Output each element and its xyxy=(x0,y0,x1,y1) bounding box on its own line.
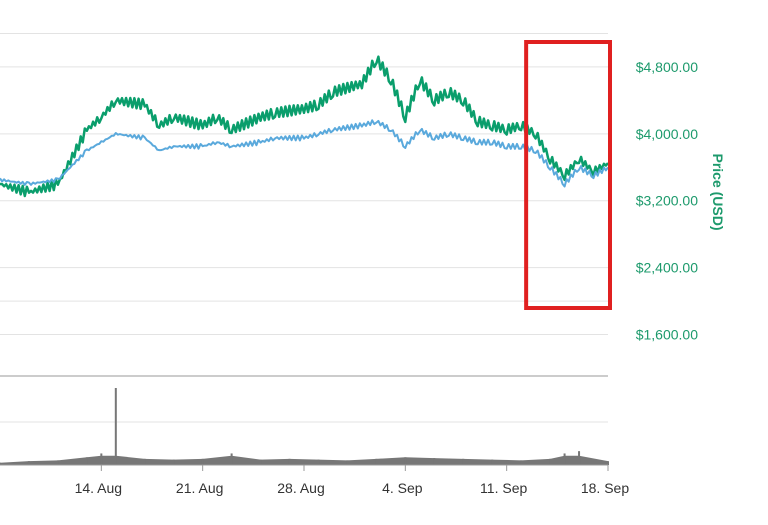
gridlines xyxy=(0,32,608,423)
x-tick-label: 14. Aug xyxy=(75,480,123,496)
volume-bar xyxy=(143,458,146,465)
series-line-1 xyxy=(0,55,609,198)
volume-bar xyxy=(346,460,349,465)
volume-bar xyxy=(462,458,465,465)
volume-bar xyxy=(230,453,233,465)
volume-bar xyxy=(375,458,378,465)
y-tick-label: $4,800.00 xyxy=(636,59,698,75)
x-tick-label: 21. Aug xyxy=(176,480,224,496)
series-line-2 xyxy=(0,119,609,188)
volume-bar xyxy=(27,461,30,465)
volume-bar xyxy=(114,388,117,465)
volume-bar xyxy=(491,459,494,465)
x-tick-label: 18. Sep xyxy=(581,480,629,496)
price-series xyxy=(0,55,609,198)
volume-bar xyxy=(172,459,175,465)
volume-bar xyxy=(85,457,88,465)
x-tick-label: 11. Sep xyxy=(480,480,527,496)
y-axis-title: Price (USD) xyxy=(710,153,726,230)
volume-bar xyxy=(288,458,291,465)
volume-bar xyxy=(549,458,552,465)
highlight-box xyxy=(524,40,613,310)
y-tick-label: $3,200.00 xyxy=(636,193,698,209)
volume-bar xyxy=(317,459,320,465)
volume-bar xyxy=(100,453,103,465)
volume-bar xyxy=(520,460,523,465)
volume-bar xyxy=(607,461,609,465)
y-tick-label: $4,000.00 xyxy=(636,126,698,142)
volume-bar xyxy=(578,451,581,465)
y-axis-ticks: $1,600.00 $2,400.00 $3,200.00 $4,000.00 $4,8… xyxy=(636,59,698,343)
x-tick-label: 28. Aug xyxy=(277,480,325,496)
y-tick-label: $1,600.00 xyxy=(636,327,698,343)
x-tick-label: 4. Sep xyxy=(382,480,423,496)
volume-bar xyxy=(0,462,1,465)
x-axis-ticks: 14. Aug 21. Aug 28. Aug 4. Sep 11. Sep 18. Se… xyxy=(75,465,629,496)
volume-bar xyxy=(56,460,59,465)
volume-bar xyxy=(201,458,204,465)
volume-bar xyxy=(404,457,407,465)
volume-panel xyxy=(0,388,609,466)
volume-bar xyxy=(433,458,436,465)
volume-area xyxy=(0,455,608,465)
volume-bar xyxy=(563,453,566,465)
y-tick-label: $2,400.00 xyxy=(636,260,698,276)
volume-bar xyxy=(259,459,262,465)
